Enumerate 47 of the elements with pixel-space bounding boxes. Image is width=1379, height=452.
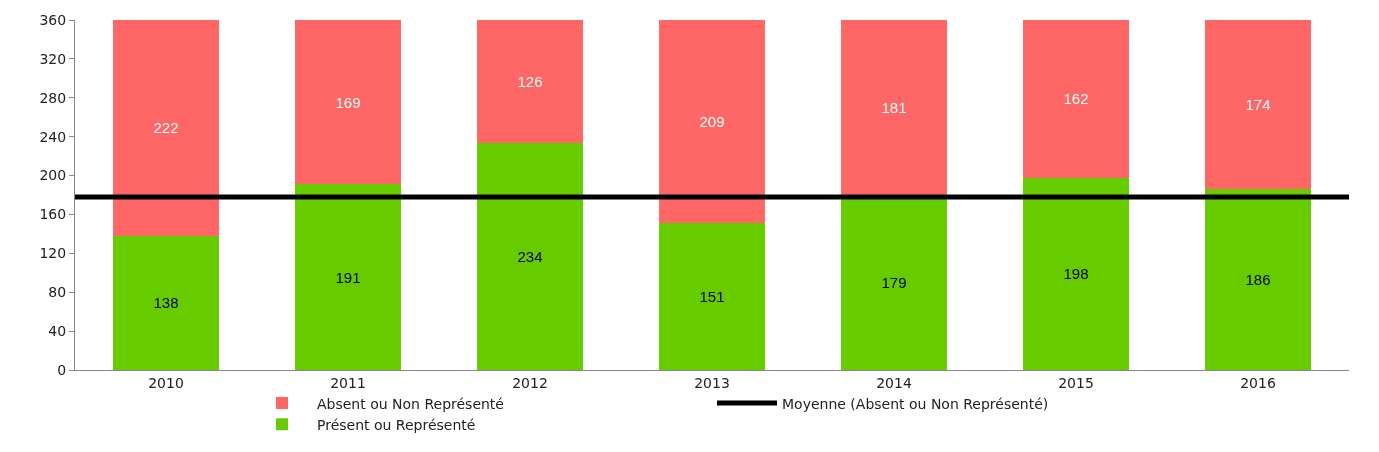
bar (477, 142, 583, 370)
bar (1205, 20, 1311, 190)
x-tick-label: 2012 (512, 374, 548, 391)
y-tick-label: 240 (39, 128, 67, 145)
y-tick-label: 200 (39, 167, 67, 184)
data-label: 222 (153, 119, 179, 137)
y-tick-label: 320 (39, 50, 67, 67)
bar (295, 20, 401, 185)
data-label: 198 (1063, 265, 1089, 283)
bar (113, 20, 219, 236)
y-tick-label: 120 (39, 245, 67, 262)
data-label: 234 (517, 247, 543, 265)
bar (1205, 189, 1311, 370)
bar (295, 184, 401, 370)
x-tick-label: 2015 (1058, 374, 1094, 391)
data-label: 162 (1063, 90, 1089, 108)
data-label: 191 (335, 268, 361, 286)
bar (1023, 20, 1129, 178)
data-label: 179 (881, 274, 907, 292)
data-label: 186 (1245, 271, 1271, 289)
data-label: 151 (699, 288, 725, 306)
data-label: 126 (517, 72, 543, 90)
data-label: 174 (1245, 96, 1271, 114)
y-tick-label: 160 (39, 206, 67, 223)
bar (659, 20, 765, 224)
data-label: 169 (335, 93, 361, 111)
data-label: 181 (881, 99, 907, 117)
x-tick-label: 2013 (694, 374, 730, 391)
x-tick-label: 2016 (1240, 374, 1276, 391)
y-tick-label: 80 (48, 284, 67, 301)
x-tick-label: 2010 (148, 374, 184, 391)
bar (477, 20, 583, 143)
data-label: 209 (699, 113, 725, 131)
bar (841, 20, 947, 196)
y-tick-label: 360 (39, 11, 67, 28)
y-tick-label: 280 (39, 89, 67, 106)
legend-label: Absent ou Non Représenté (317, 395, 504, 412)
legend-label: Moyenne (Absent ou Non Représenté) (782, 395, 1049, 412)
y-tick-label: 40 (48, 323, 67, 340)
legend-label: Présent ou Représenté (317, 416, 476, 433)
y-tick-label: 0 (57, 361, 67, 378)
bar (113, 235, 219, 370)
x-tick-label: 2014 (876, 374, 912, 391)
bar (1023, 177, 1129, 370)
bar (659, 223, 765, 370)
data-label: 138 (153, 294, 179, 312)
x-tick-label: 2011 (330, 374, 366, 391)
